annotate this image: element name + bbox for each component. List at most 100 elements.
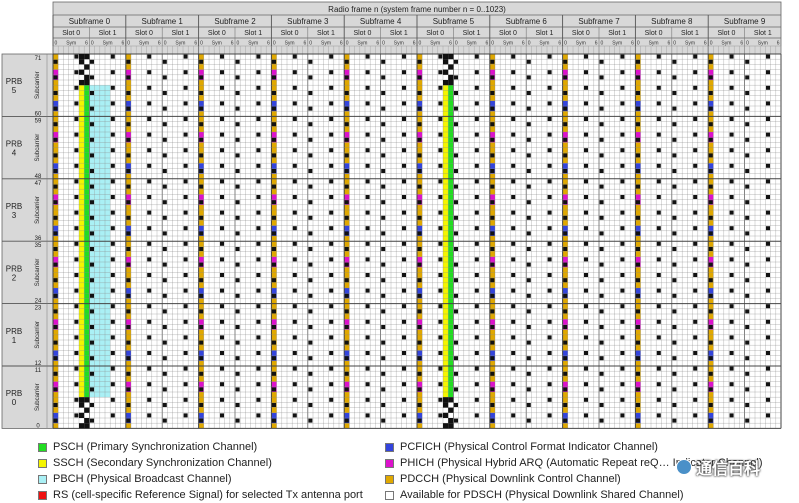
rs-marker-102-35 (584, 242, 588, 246)
rs-marker-18-71 (147, 55, 151, 59)
rs-marker-74-41 (438, 211, 442, 215)
rs-marker-84-16 (490, 341, 494, 345)
rs-marker-105-64 (600, 91, 604, 95)
subcarrier-label-0: Subcarrier (35, 71, 41, 99)
rs-marker-32-65 (220, 86, 224, 90)
rs-marker-4-17 (74, 335, 78, 339)
rs-marker-4-2 (74, 413, 78, 417)
rs-marker-84-28 (490, 278, 494, 282)
prb-label-4: PRB (6, 327, 22, 336)
rs-marker-119-43 (672, 200, 676, 204)
channel-block-126-0 (708, 423, 713, 428)
rs-marker-130-20 (730, 320, 734, 324)
rs-marker-56-46 (345, 185, 349, 189)
rs-marker-84-13 (490, 356, 494, 360)
sym-start-0-1: 0 (91, 41, 94, 47)
rs-marker-95-50 (548, 164, 552, 168)
rs-marker-81-53 (475, 148, 479, 152)
rs-marker-88-2 (511, 413, 515, 417)
sym-label-2-1: Sym (248, 41, 258, 47)
rs-marker-63-52 (381, 153, 385, 157)
rs-marker-11-47 (111, 179, 115, 183)
rs-marker-105-46 (600, 185, 604, 189)
rs-marker-11-11 (111, 367, 115, 371)
rs-marker-18-35 (147, 242, 151, 246)
rs-marker-4-68 (74, 70, 78, 74)
rs-marker-88-20 (511, 320, 515, 324)
rs-marker-95-23 (548, 304, 552, 308)
rs-marker-112-4 (636, 403, 640, 407)
rs-marker-81-8 (475, 382, 479, 386)
rs-marker-105-43 (600, 200, 604, 204)
rs-marker-137-5 (766, 398, 770, 402)
rs-marker-60-56 (366, 133, 370, 137)
rs-marker-0-46 (54, 185, 58, 189)
rs-marker-49-58 (308, 122, 312, 126)
rs-marker-28-52 (199, 153, 203, 157)
rs-marker-109-41 (620, 211, 624, 215)
subframe-label-2: Subframe 2 (214, 17, 256, 26)
rs-marker-109-32 (620, 257, 624, 261)
rs-marker-137-62 (766, 101, 770, 105)
rs-marker-49-31 (308, 263, 312, 267)
guard-marker-75-70 (443, 59, 448, 64)
rs-marker-28-28 (199, 278, 203, 282)
rs-marker-49-67 (308, 75, 312, 79)
rs-marker-119-31 (672, 263, 676, 267)
rs-marker-112-52 (636, 153, 640, 157)
rs-marker-116-14 (657, 351, 661, 355)
rs-marker-53-71 (329, 55, 333, 59)
rs-marker-81-38 (475, 226, 479, 230)
rs-marker-133-43 (745, 200, 749, 204)
rs-marker-63-67 (381, 75, 385, 79)
rs-marker-39-41 (256, 211, 260, 215)
rs-marker-46-62 (293, 101, 297, 105)
rs-marker-46-26 (293, 289, 297, 293)
rs-marker-102-29 (584, 273, 588, 277)
legend-swatch-pdcch (385, 475, 394, 484)
rs-marker-53-62 (329, 101, 333, 105)
rs-marker-102-38 (584, 226, 588, 230)
rs-marker-98-55 (563, 138, 567, 142)
rs-marker-123-47 (693, 179, 697, 183)
rs-marker-123-14 (693, 351, 697, 355)
rs-marker-49-28 (308, 278, 312, 282)
rs-marker-119-22 (672, 309, 676, 313)
rs-marker-35-49 (236, 169, 240, 173)
rs-marker-116-68 (657, 70, 661, 74)
legend-swatch-pbch (38, 475, 47, 484)
rs-marker-84-22 (490, 309, 494, 313)
rs-marker-42-43 (272, 200, 276, 204)
rs-marker-42-37 (272, 231, 276, 235)
rs-marker-25-29 (184, 273, 188, 277)
rs-marker-95-68 (548, 70, 552, 74)
rs-marker-67-47 (402, 179, 406, 183)
rs-marker-67-2 (402, 413, 406, 417)
rs-marker-126-13 (709, 356, 713, 360)
rs-marker-84-70 (490, 60, 494, 64)
rs-marker-133-25 (745, 294, 749, 298)
rs-marker-53-32 (329, 257, 333, 261)
rs-marker-67-8 (402, 382, 406, 386)
sym-end-6-0: 6 (522, 41, 525, 47)
rs-marker-56-61 (345, 107, 349, 111)
rs-marker-88-56 (511, 133, 515, 137)
rs-marker-81-35 (475, 242, 479, 246)
rs-marker-91-52 (527, 153, 531, 157)
rs-marker-7-37 (90, 231, 94, 235)
rs-marker-14-34 (126, 247, 130, 251)
rs-marker-14-4 (126, 403, 130, 407)
rs-marker-67-38 (402, 226, 406, 230)
rs-marker-98-31 (563, 263, 567, 267)
rs-marker-130-59 (730, 117, 734, 121)
rs-marker-21-61 (163, 107, 167, 111)
rs-marker-11-26 (111, 289, 115, 293)
rs-marker-32-2 (220, 413, 224, 417)
rs-marker-112-22 (636, 309, 640, 313)
rs-marker-21-58 (163, 122, 167, 126)
guard-marker-75-2 (443, 413, 448, 418)
rs-marker-88-5 (511, 398, 515, 402)
rs-marker-39-35 (256, 242, 260, 246)
rs-marker-32-71 (220, 55, 224, 59)
rs-marker-77-10 (454, 372, 458, 376)
